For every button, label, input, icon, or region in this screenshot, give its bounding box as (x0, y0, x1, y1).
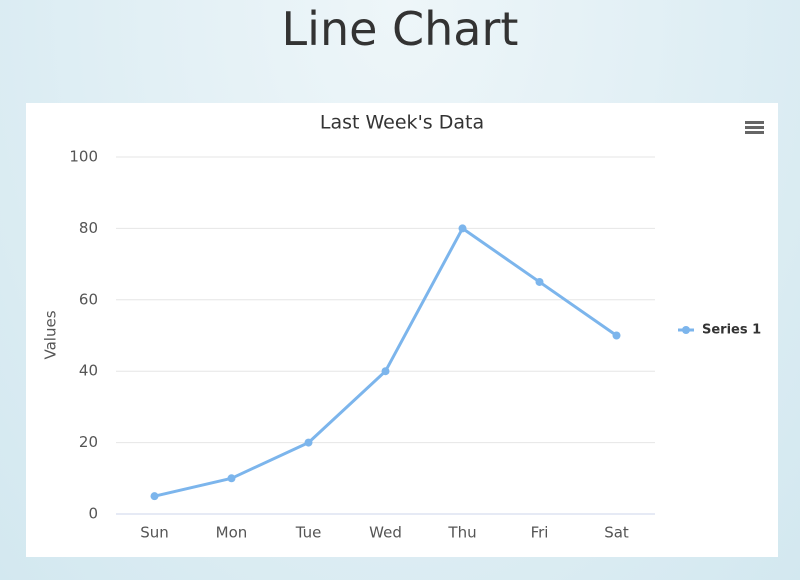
data-point (304, 438, 313, 447)
x-tick-label: Mon (216, 524, 248, 542)
x-tick-label: Wed (369, 524, 402, 542)
data-point (458, 224, 467, 233)
menu-bar (745, 121, 764, 124)
y-tick-label: 100 (69, 148, 98, 166)
data-point (150, 492, 159, 501)
x-tick-label: Sun (140, 524, 169, 542)
page-title: Line Chart (281, 2, 519, 56)
data-point (535, 277, 544, 286)
legend-symbol (682, 326, 690, 334)
y-tick-label: 40 (79, 362, 98, 380)
data-point (381, 367, 390, 376)
legend-label: Series 1 (702, 323, 761, 338)
y-axis-label: Values (42, 310, 60, 359)
y-tick-label: 80 (79, 219, 98, 237)
y-tick-label: 20 (79, 433, 98, 451)
x-tick-label: Thu (447, 524, 476, 542)
chart-panel (26, 103, 778, 557)
x-tick-label: Tue (295, 524, 322, 542)
y-tick-label: 60 (79, 290, 98, 308)
chart-title: Last Week's Data (320, 112, 484, 134)
data-point (612, 331, 621, 340)
y-tick-label: 0 (88, 505, 98, 523)
data-point (227, 474, 236, 483)
x-tick-label: Fri (531, 524, 549, 542)
menu-button[interactable] (745, 121, 764, 134)
series-line (154, 226, 618, 498)
menu-bar (745, 126, 764, 129)
menu-bar (745, 131, 764, 134)
x-tick-label: Sat (604, 524, 629, 542)
